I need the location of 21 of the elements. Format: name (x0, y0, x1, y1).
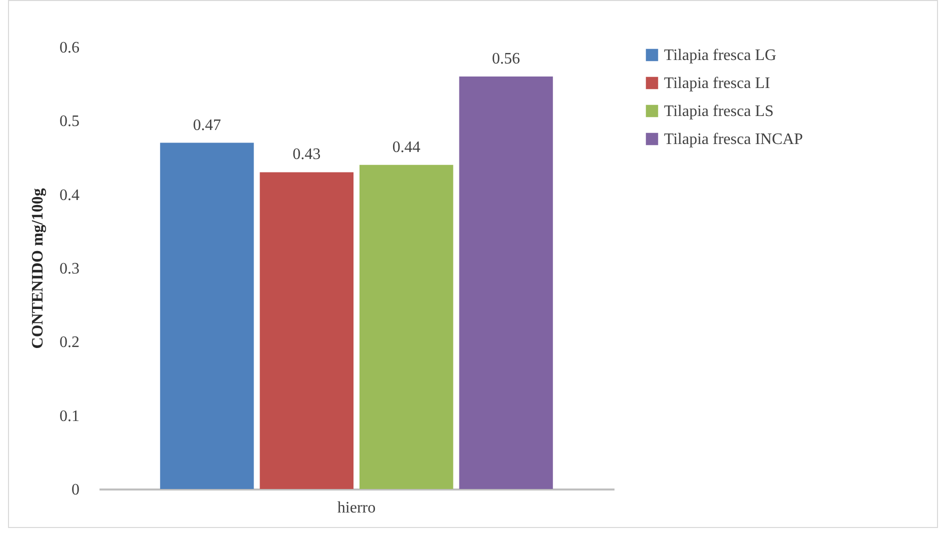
data-label: 0.47 (192, 116, 221, 134)
y-tick-label: 0.3 (60, 260, 80, 278)
y-tick-label: 0.2 (60, 334, 80, 352)
bar (160, 142, 254, 489)
y-tick-label: 0.5 (60, 113, 80, 130)
legend-label: Tilapia fresca LI (664, 75, 770, 92)
bar (459, 76, 553, 489)
data-label: 0.44 (392, 138, 420, 156)
legend-label: Tilapia fresca INCAP (664, 131, 804, 148)
y-tick-label: 0 (72, 482, 80, 498)
y-tick-label: 0.4 (60, 186, 80, 204)
y-tick-label: 0.1 (60, 408, 80, 425)
bar (359, 164, 454, 489)
data-label: 0.56 (492, 50, 520, 68)
y-tick-label: 0.6 (60, 40, 80, 56)
legend-label: Tilapia fresca LG (664, 47, 777, 64)
legend-label: Tilapia fresca LS (664, 103, 774, 120)
x-tick-label: hierro (337, 500, 376, 516)
data-label: 0.43 (292, 146, 321, 164)
bar (260, 172, 354, 489)
y-axis-title: CONTENIDO mg/100g (30, 188, 46, 349)
